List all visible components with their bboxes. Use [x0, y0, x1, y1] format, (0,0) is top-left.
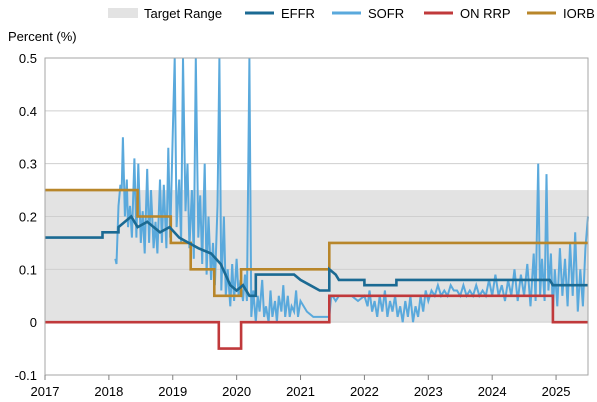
x-tick-label: 2025 [542, 384, 571, 399]
y-tick-label: 0.1 [19, 262, 37, 277]
x-axis-ticks: 2017 2018 2019 2020 2021 2022 2023 2024 2025 [31, 375, 571, 399]
x-tick-label: 2018 [94, 384, 123, 399]
series-iorb-line [45, 188, 588, 298]
legend-label-target-range: Target Range [144, 6, 222, 21]
target-range-band [45, 190, 588, 323]
series-lines [45, 57, 589, 350]
y-tick-label: 0.4 [19, 104, 37, 119]
y-tick-label: 0.3 [19, 157, 37, 172]
plot-frame [44, 57, 589, 376]
legend-swatch-target-range [108, 8, 138, 18]
legend-label-sofr: SOFR [368, 6, 404, 21]
plot-area [44, 57, 589, 376]
legend-label-iorb: IORB [563, 6, 595, 21]
x-tick-label: 2019 [158, 384, 187, 399]
y-tick-label: -0.1 [15, 368, 37, 383]
x-tick-label: 2021 [286, 384, 315, 399]
series-on-rrp-line [45, 294, 588, 350]
y-axis-ticks: -0.1 0 0.1 0.2 0.3 0.4 0.5 [15, 51, 37, 383]
x-tick-label: 2024 [478, 384, 507, 399]
legend-label-effr: EFFR [281, 6, 315, 21]
gridlines [45, 57, 588, 376]
y-tick-label: 0.2 [19, 210, 37, 225]
y-axis-label: Percent (%) [8, 29, 77, 44]
series-sofr-line [114, 57, 589, 323]
x-tick-label: 2020 [222, 384, 251, 399]
legend: Target Range EFFR SOFR ON RRP IORB [108, 6, 595, 21]
x-tick-label: 2017 [31, 384, 60, 399]
y-tick-label: 0 [30, 315, 37, 330]
target-range-area [45, 190, 588, 323]
series-effr-line [45, 214, 588, 298]
y-tick-label: 0.5 [19, 51, 37, 66]
legend-label-on-rrp: ON RRP [460, 6, 511, 21]
x-tick-label: 2022 [350, 384, 379, 399]
x-tick-label: 2023 [414, 384, 443, 399]
